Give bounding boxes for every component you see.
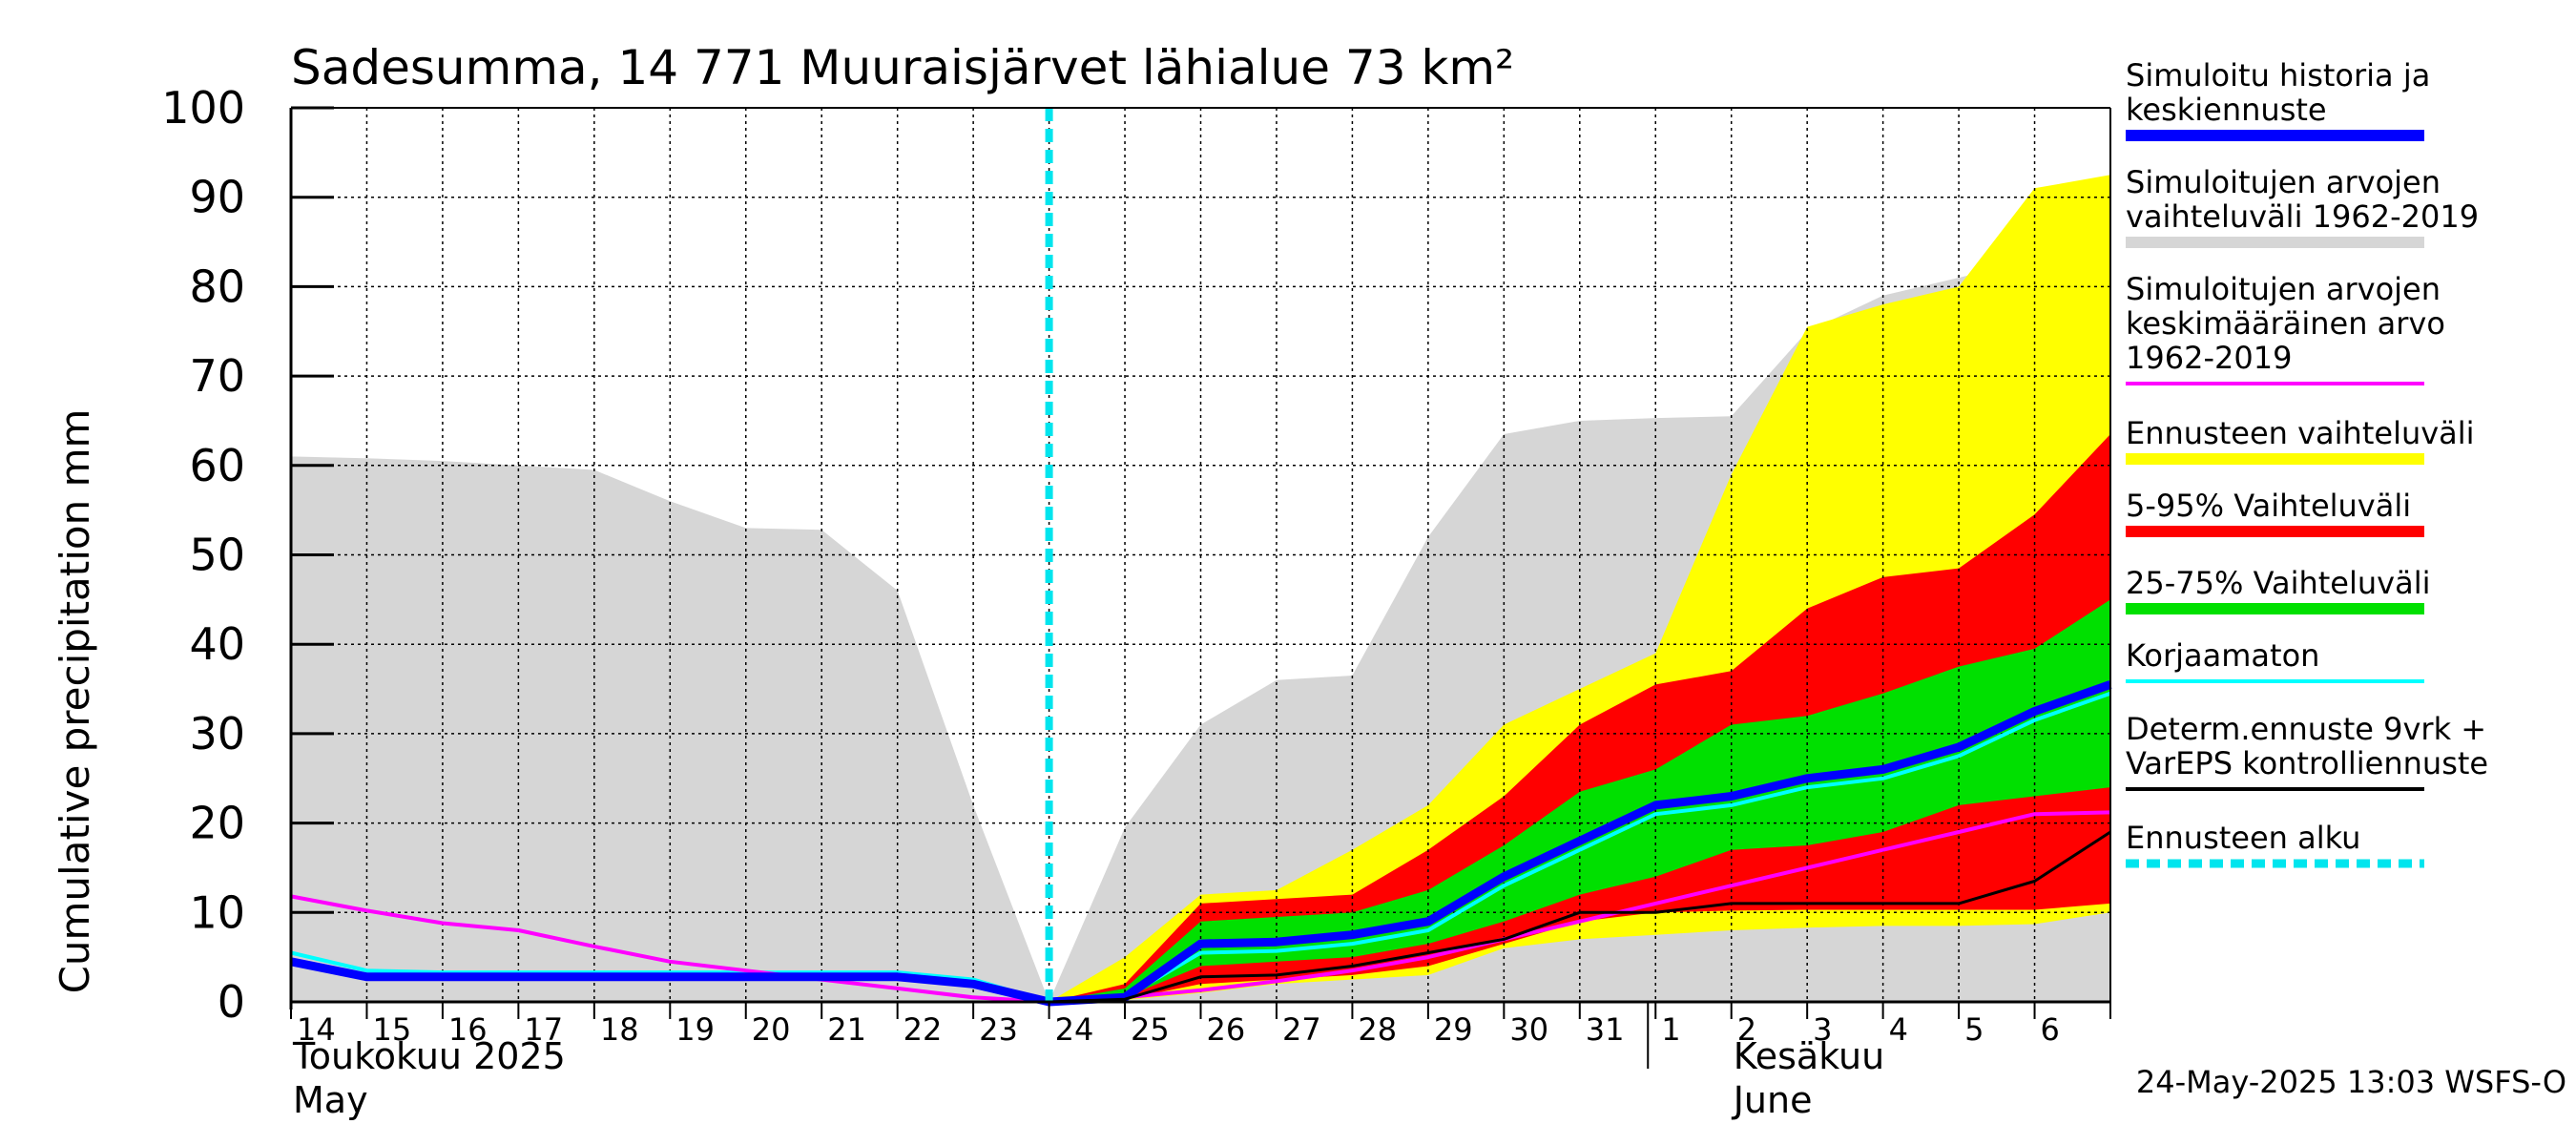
y-tick-label-3: 30 [189,708,245,760]
y-tick-label-1: 10 [189,886,245,938]
x-tick-label-19: 2 [1737,1011,1756,1048]
series-line-3 [1049,830,2111,1004]
month-label-1-line1: Kesäkuu [1734,1035,1885,1077]
x-tick-label-8: 22 [904,1011,943,1048]
legend-label-5-0: 25-75% Vaihteluväli [2126,565,2430,601]
x-tick-label-13: 27 [1282,1011,1321,1048]
legend-label-7-0: Determ.ennuste 9vrk + [2126,711,2486,747]
y-tick-label-9: 90 [189,172,245,223]
x-tick-label-20: 3 [1813,1011,1832,1048]
legend-label-1-1: vaihteluväli 1962-2019 [2126,198,2479,235]
y-tick-label-0: 0 [218,976,245,1028]
x-tick-label-16: 30 [1509,1011,1548,1048]
legend-label-4-0: 5-95% Vaihteluväli [2126,488,2411,524]
x-tick-label-3: 17 [524,1011,563,1048]
legend-label-7-1: VarEPS kontrolliennuste [2126,745,2488,781]
y-axis-label: Cumulative precipitation mm [52,409,98,994]
legend-label-2-1: keskimääräinen arvo [2126,305,2445,342]
x-tick-label-14: 28 [1358,1011,1397,1048]
month-label-0-line2: May [293,1079,368,1121]
x-tick-label-4: 18 [600,1011,639,1048]
y-tick-label-7: 70 [189,350,245,402]
series-line-0 [290,680,2112,1007]
x-tick-label-12: 26 [1207,1011,1246,1048]
legend-label-2-0: Simuloitujen arvojen [2126,271,2441,307]
timestamp: 24-May-2025 13:03 WSFS-O [2136,1064,2566,1100]
x-tick-label-10: 24 [1055,1011,1094,1048]
legend-label-8-0: Ennusteen alku [2126,820,2360,856]
legend-label-6-0: Korjaamaton [2126,637,2319,674]
x-tick-label-0: 14 [297,1011,336,1048]
legend-label-3-0: Ennusteen vaihteluväli [2126,415,2475,451]
month-label-0-line1: Toukokuu 2025 [292,1035,566,1077]
x-tick-label-1: 15 [372,1011,411,1048]
x-tick-label-11: 25 [1131,1011,1170,1048]
x-tick-label-9: 23 [979,1011,1018,1048]
y-tick-label-8: 80 [189,260,245,312]
y-tick-label-5: 50 [189,530,245,581]
series-line-2 [290,691,2111,1004]
x-tick-label-7: 21 [827,1011,866,1048]
y-tick-label-2: 20 [189,798,245,849]
legend-label-0-0: Simuloitu historia ja [2126,57,2430,94]
x-tick-label-2: 16 [448,1011,488,1048]
month-label-1-line2: June [1732,1079,1813,1121]
x-tick-label-5: 19 [675,1011,715,1048]
p25-75-area [1049,599,2110,1002]
x-tick-label-6: 20 [752,1011,791,1048]
x-tick-label-18: 1 [1661,1011,1680,1048]
legend-label-0-1: keskiennuste [2126,92,2327,128]
x-tick-label-21: 4 [1889,1011,1908,1048]
x-tick-label-22: 5 [1964,1011,1984,1048]
y-tick-label-4: 40 [189,618,245,670]
legend-label-1-0: Simuloitujen arvojen [2126,164,2441,200]
x-tick-label-23: 6 [2041,1011,2060,1048]
legend-label-2-2: 1962-2019 [2126,340,2292,376]
y-tick-label-6: 60 [189,440,245,491]
series-line-1 [290,810,2111,1004]
x-tick-label-15: 29 [1434,1011,1473,1048]
x-tick-label-17: 31 [1586,1011,1625,1048]
chart-title: Sadesumma, 14 771 Muuraisjärvet lähialue… [291,40,1514,95]
y-tick-label-10: 100 [161,82,245,134]
